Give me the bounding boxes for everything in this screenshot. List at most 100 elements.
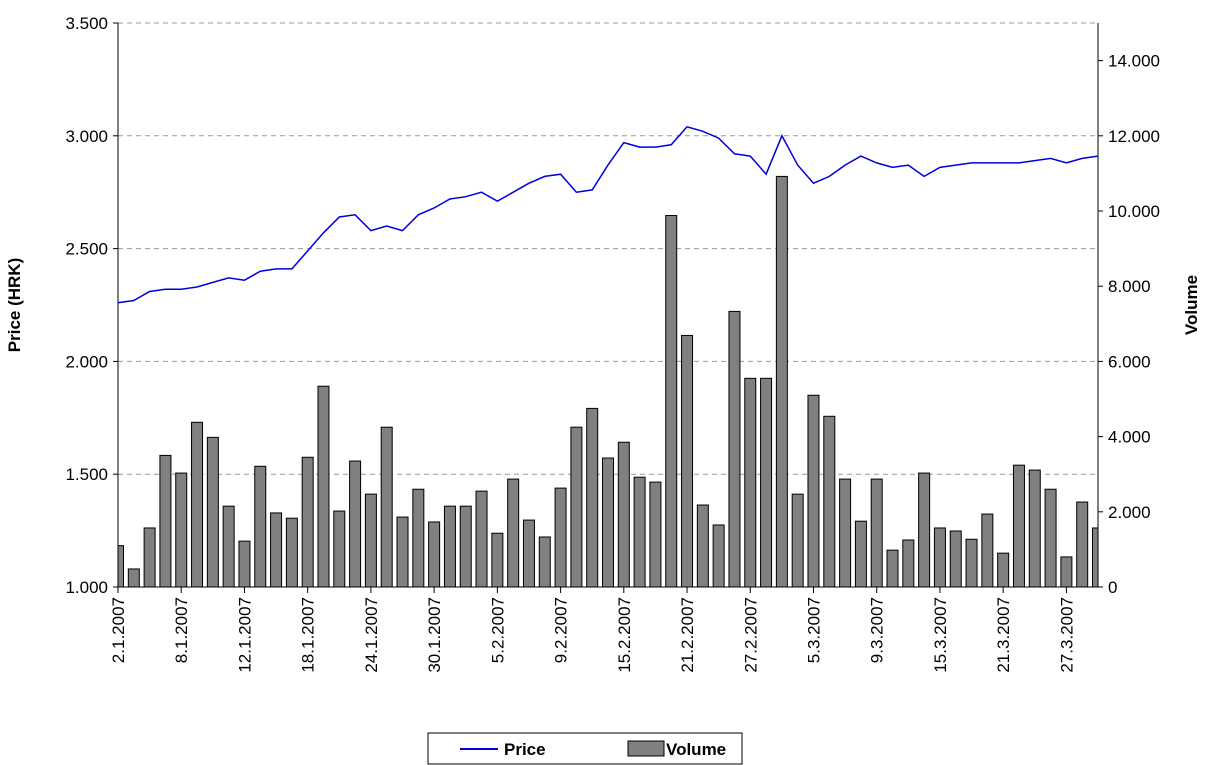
bar: [1076, 501, 1089, 587]
bar: [807, 394, 820, 587]
bar: [586, 407, 599, 587]
bar: [728, 310, 741, 587]
y2-tick-label: 2.000: [1108, 503, 1151, 522]
x-tick-label: 8.1.2007: [172, 597, 191, 663]
bar: [118, 545, 124, 587]
x-tick-label: 15.2.2007: [615, 597, 634, 673]
bar: [175, 472, 188, 587]
x-tick-label: 12.1.2007: [235, 597, 254, 673]
bar: [159, 454, 172, 587]
x-tick-label: 27.3.2007: [1057, 597, 1076, 673]
bar: [191, 421, 204, 587]
y2-axis-title: Volume: [1182, 275, 1201, 335]
bar: [1092, 527, 1098, 587]
bar: [254, 465, 267, 587]
y-tick-label: 3.500: [65, 14, 108, 33]
x-tick-label: 24.1.2007: [362, 597, 381, 673]
x-tick-label: 9.3.2007: [868, 597, 887, 663]
y-tick-label: 2.500: [65, 240, 108, 259]
bar: [617, 441, 630, 587]
x-tick-label: 5.2.2007: [488, 597, 507, 663]
x-tick-label: 9.2.2007: [552, 597, 571, 663]
bar: [538, 536, 551, 587]
y2-tick-label: 10.000: [1108, 202, 1160, 221]
bar: [696, 504, 709, 587]
x-tick-label: 21.3.2007: [994, 597, 1013, 673]
bar: [222, 505, 235, 587]
y2-tick-label: 0: [1108, 578, 1117, 597]
bars: [118, 175, 1098, 587]
bar: [791, 493, 804, 587]
bar: [712, 524, 725, 587]
bar: [143, 527, 156, 587]
bar: [412, 488, 425, 587]
bar: [1060, 556, 1073, 587]
bar: [285, 517, 298, 587]
bar: [317, 385, 330, 587]
x-tick-label: 30.1.2007: [425, 597, 444, 673]
bar: [491, 532, 504, 587]
bar: [933, 527, 946, 587]
bar: [364, 493, 377, 587]
legend-swatch: [627, 740, 665, 757]
bar: [681, 334, 694, 587]
bar: [396, 516, 409, 587]
bar: [380, 426, 393, 587]
y2-tick-label: 4.000: [1108, 428, 1151, 447]
x-tick-label: 21.2.2007: [678, 597, 697, 673]
bar: [870, 478, 883, 587]
bar: [428, 521, 441, 587]
bar: [507, 478, 520, 587]
bar: [886, 549, 899, 587]
legend-label: Price: [504, 740, 546, 759]
bar: [760, 377, 773, 587]
y-tick-label: 3.000: [65, 127, 108, 146]
bar: [997, 552, 1010, 587]
bar: [839, 478, 852, 587]
bar: [665, 215, 678, 587]
price-line: [117, 125, 1099, 304]
y-axis-title: Price (HRK): [5, 258, 24, 352]
y-tick-label: 2.000: [65, 352, 108, 371]
bar: [206, 436, 219, 587]
bar: [475, 490, 488, 587]
legend-label: Volume: [666, 740, 726, 759]
bar: [333, 510, 346, 587]
bar: [918, 472, 931, 587]
bar: [1028, 469, 1041, 587]
axes: 1.000 1.500 2.000 2.500 3.000 3.500 0 2.000 4.00…: [65, 14, 1160, 673]
bar: [823, 415, 836, 587]
lines: [117, 125, 1099, 304]
y-tick-label: 1.500: [65, 465, 108, 484]
bar: [633, 476, 646, 587]
y2-tick-label: 12.000: [1108, 127, 1160, 146]
x-tick-label: 5.3.2007: [804, 597, 823, 663]
y2-tick-label: 6.000: [1108, 352, 1151, 371]
y2-tick-label: 14.000: [1108, 52, 1160, 71]
bar: [949, 530, 962, 587]
bar: [981, 513, 994, 587]
bar: [602, 457, 614, 587]
bar: [744, 377, 757, 587]
bar: [459, 505, 472, 587]
bar: [554, 487, 567, 587]
bar: [1044, 488, 1057, 587]
y2-tick-label: 8.000: [1108, 277, 1151, 296]
bar: [270, 512, 283, 587]
x-tick-label: 15.3.2007: [931, 597, 950, 673]
legend: Price Volume: [460, 740, 726, 759]
bar: [349, 460, 362, 587]
bar: [902, 539, 915, 587]
bar: [854, 520, 867, 587]
x-tick-label: 18.1.2007: [299, 597, 318, 673]
bar: [127, 568, 140, 587]
bar: [649, 481, 662, 587]
x-tick-label: 2.1.2007: [109, 597, 128, 663]
bar: [301, 456, 314, 587]
bar: [775, 175, 788, 587]
x-tick-label: 27.2.2007: [741, 597, 760, 673]
bar: [522, 519, 535, 587]
bar: [443, 505, 456, 587]
bar: [1012, 464, 1025, 587]
